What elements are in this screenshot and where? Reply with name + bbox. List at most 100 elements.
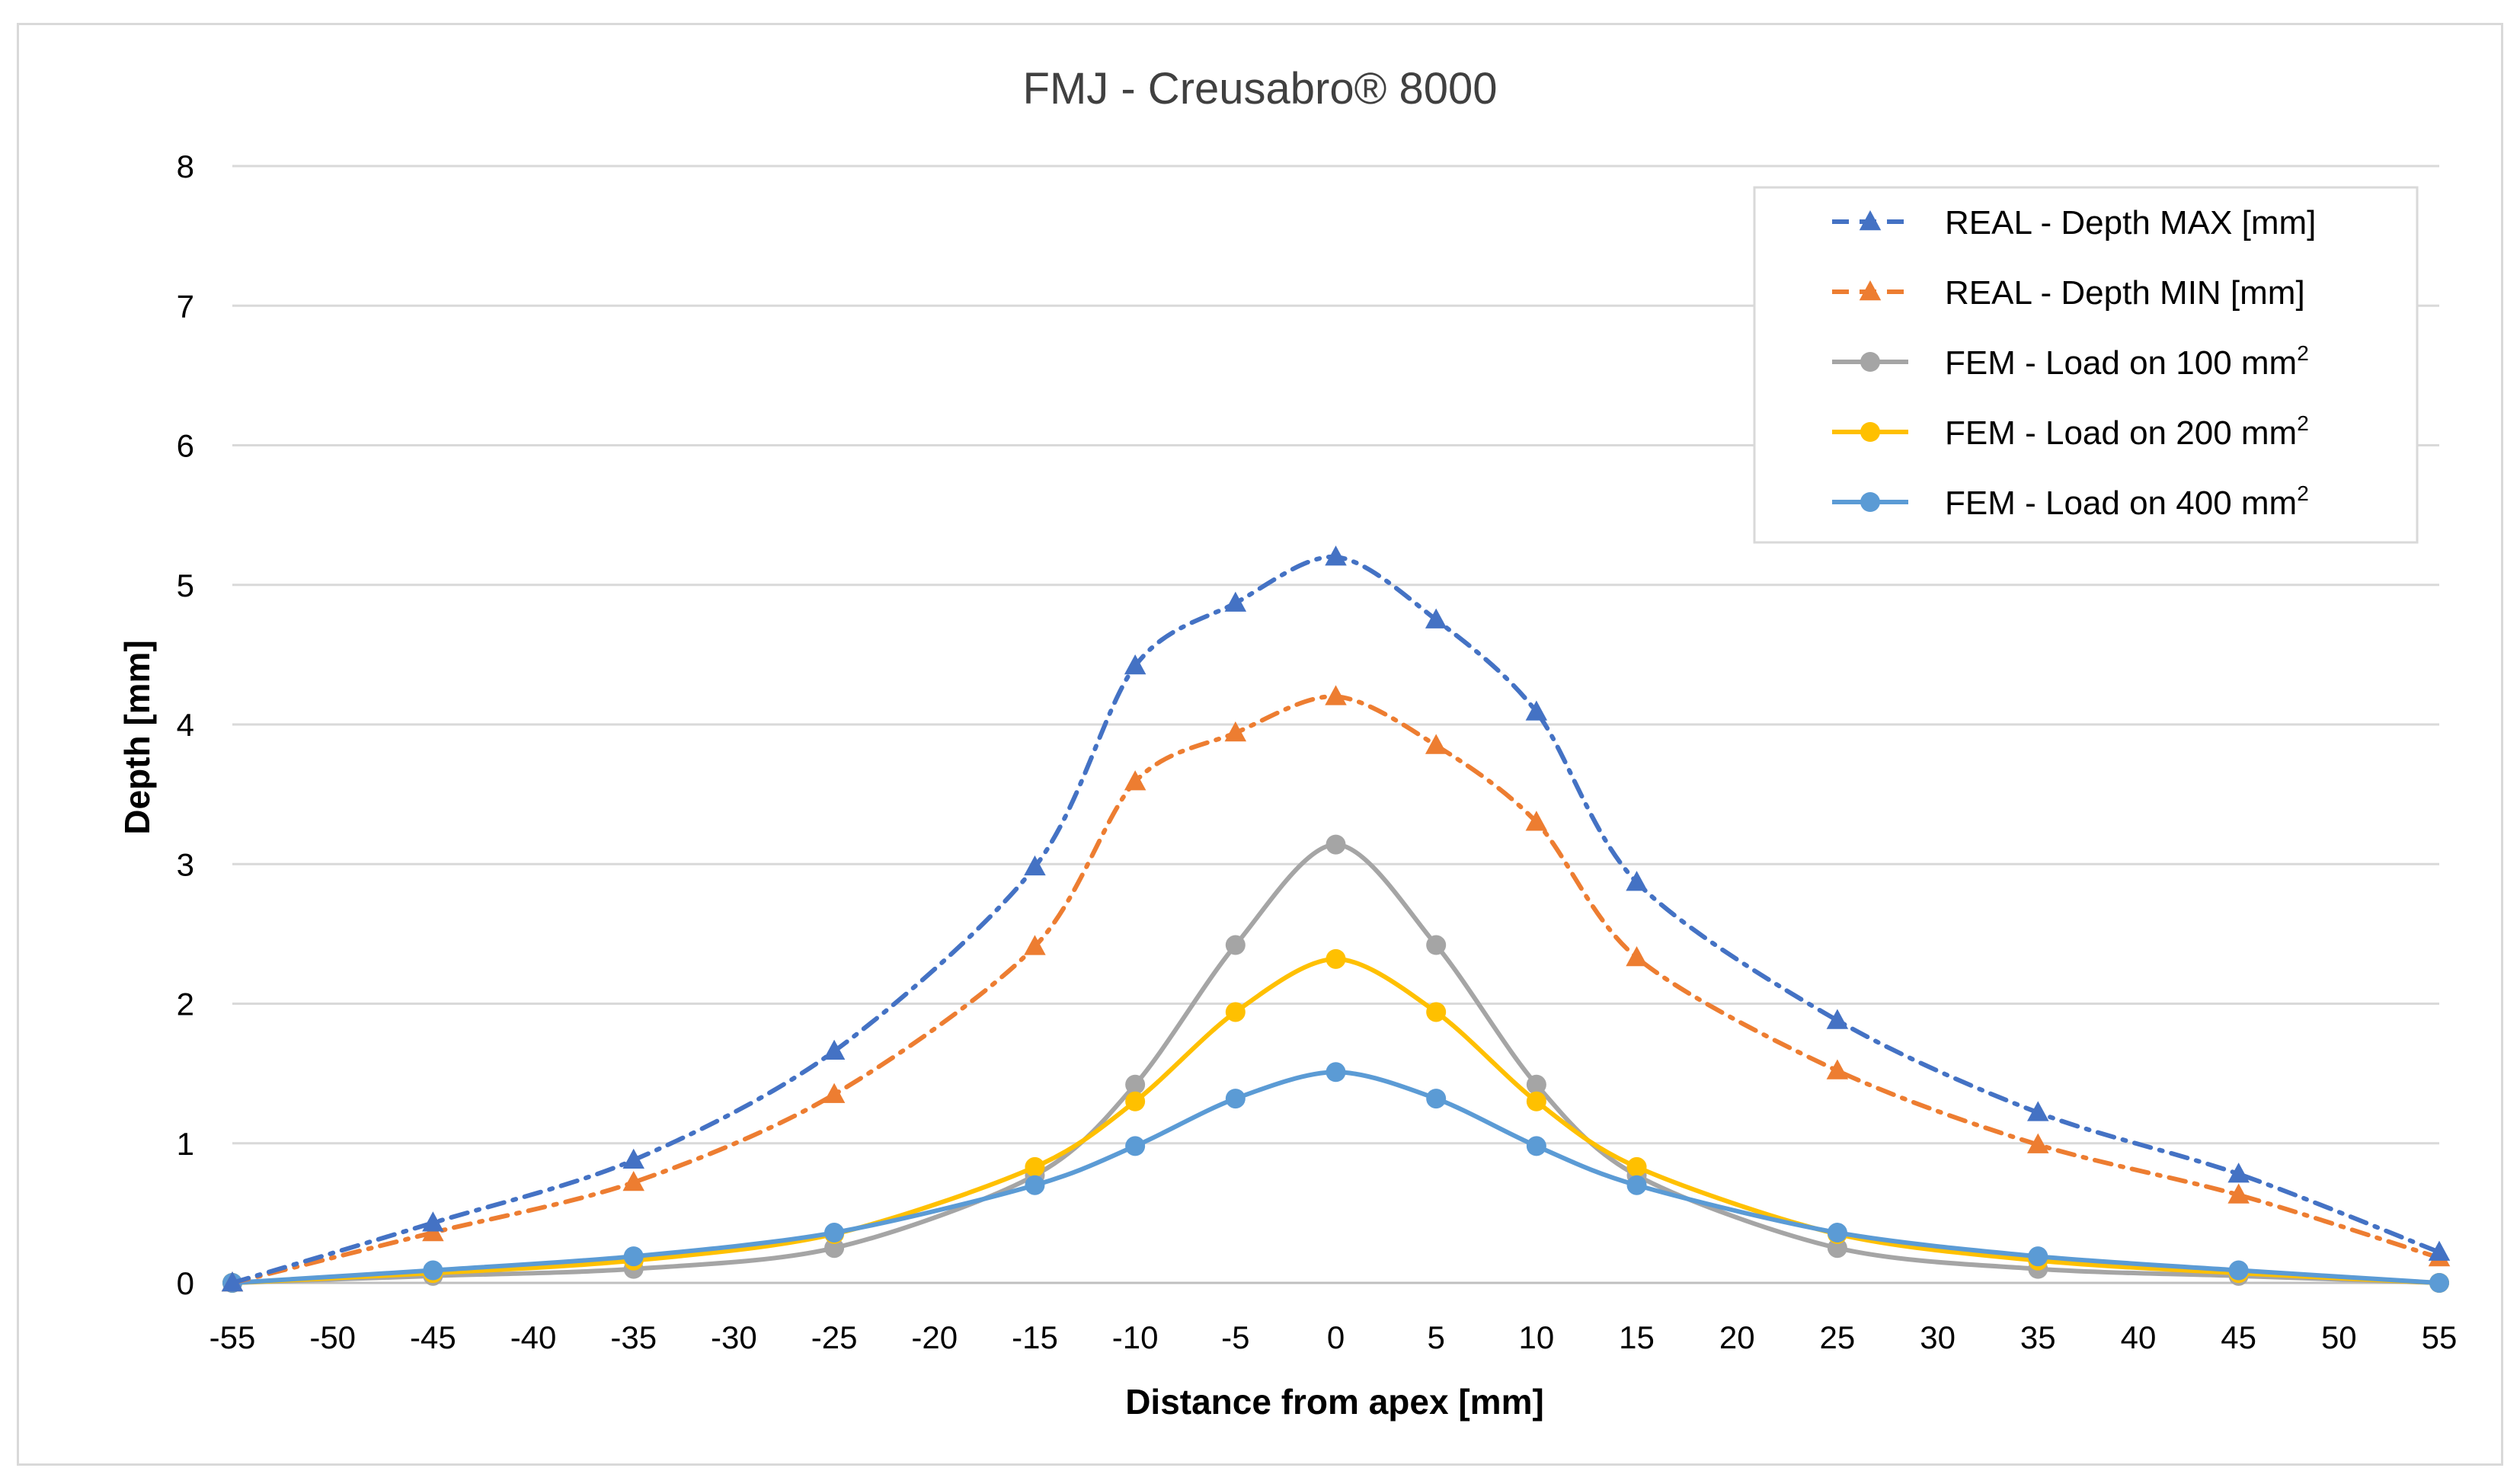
data-point-marker — [1124, 654, 1146, 675]
series-4 — [222, 948, 2449, 1293]
legend-items: REAL - Depth MAX [mm] REAL - Depth MIN [m… — [1832, 204, 2316, 522]
y-axis-ticks: 0 1 2 3 4 5 6 7 8 — [177, 149, 194, 1301]
series-line — [230, 1070, 2442, 1285]
x-tick-label: -25 — [811, 1319, 858, 1355]
data-point-marker — [1826, 1059, 1849, 1079]
y-tick-label: 4 — [177, 707, 194, 743]
data-point-marker — [1526, 1091, 1546, 1111]
legend-marker — [1860, 352, 1880, 372]
data-point-marker — [1626, 1156, 1647, 1177]
x-tick-label: 40 — [2121, 1319, 2157, 1355]
data-point-marker — [1125, 1136, 1146, 1156]
x-axis-title: Distance from apex [mm] — [1125, 1382, 1544, 1422]
data-point-marker — [1826, 1009, 1849, 1029]
x-tick-label: 35 — [2020, 1319, 2056, 1355]
x-tick-label: -20 — [911, 1319, 958, 1355]
data-point-marker — [823, 1083, 846, 1103]
data-point-marker — [1626, 946, 1648, 967]
data-point-marker — [1425, 734, 1447, 754]
data-point-marker — [423, 1260, 443, 1281]
x-tick-label: 15 — [1619, 1319, 1655, 1355]
series-line — [230, 694, 2442, 1285]
data-point-marker — [1827, 1238, 1847, 1259]
legend-item: REAL - Depth MIN [mm] — [1832, 274, 2305, 312]
data-point-marker — [1426, 1089, 1447, 1109]
data-point-marker — [1326, 948, 1346, 969]
data-point-marker — [1425, 608, 1447, 628]
x-tick-label: 25 — [1820, 1319, 1856, 1355]
legend-marker — [1860, 422, 1880, 442]
legend-label-text: FEM - Load on 100 mm — [1945, 344, 2297, 382]
data-point-marker — [1024, 855, 1046, 876]
data-point-marker — [1326, 1062, 1346, 1083]
legend-label-text: FEM - Load on 400 mm — [1945, 485, 2297, 522]
x-tick-label: 50 — [2321, 1319, 2357, 1355]
chart-title: FMJ - Creusabro® 8000 — [1023, 64, 1498, 114]
data-point-marker — [1125, 1074, 1146, 1095]
x-tick-label: -40 — [510, 1319, 557, 1355]
x-tick-label: -50 — [309, 1319, 356, 1355]
data-point-marker — [1025, 1175, 1045, 1195]
series-1 — [221, 545, 2451, 1292]
legend-item: FEM - Load on 400 mm2 — [1832, 481, 2309, 522]
x-tick-label: -5 — [1221, 1319, 1249, 1355]
data-point-marker — [823, 1039, 846, 1060]
x-tick-label: 45 — [2221, 1319, 2256, 1355]
data-point-marker — [1526, 1136, 1546, 1156]
legend-label: FEM - Load on 400 mm2 — [1945, 481, 2309, 522]
legend-label: FEM - Load on 200 mm2 — [1945, 411, 2309, 452]
data-point-marker — [2027, 1101, 2049, 1121]
x-tick-label: -55 — [209, 1319, 256, 1355]
data-point-marker — [1326, 834, 1346, 855]
legend-item: FEM - Load on 200 mm2 — [1832, 411, 2309, 452]
x-tick-label: 10 — [1519, 1319, 1555, 1355]
legend-label-text: REAL - Depth MIN [mm] — [1945, 274, 2305, 312]
x-tick-label: 0 — [1327, 1319, 1345, 1355]
data-point-marker — [1224, 591, 1247, 612]
legend-label: REAL - Depth MAX [mm] — [1945, 204, 2316, 241]
legend-item: REAL - Depth MAX [mm] — [1832, 204, 2316, 241]
y-tick-label: 3 — [177, 846, 194, 882]
x-tick-label: -35 — [610, 1319, 657, 1355]
series-line — [230, 555, 2442, 1285]
series-line — [230, 956, 2442, 1285]
data-point-marker — [1626, 1175, 1647, 1195]
x-tick-label: -30 — [711, 1319, 757, 1355]
data-point-marker — [1525, 811, 1548, 831]
legend-label-superscript: 2 — [2297, 411, 2309, 435]
data-point-marker — [1525, 700, 1548, 721]
data-point-marker — [622, 1171, 644, 1191]
data-point-marker — [824, 1223, 845, 1243]
series-2 — [221, 685, 2451, 1292]
data-point-marker — [1426, 1002, 1447, 1022]
series-layer — [221, 545, 2451, 1293]
legend[interactable]: REAL - Depth MAX [mm] REAL - Depth MIN [m… — [1753, 186, 2419, 544]
data-point-marker — [221, 1271, 244, 1292]
y-tick-label: 8 — [177, 149, 194, 184]
legend-label-text: FEM - Load on 200 mm — [1945, 414, 2297, 452]
legend-marker — [1859, 210, 1882, 231]
data-point-marker — [1124, 770, 1146, 791]
legend-label-text: REAL - Depth MAX [mm] — [1945, 204, 2316, 241]
legend-label: FEM - Load on 100 mm2 — [1945, 341, 2309, 382]
data-point-marker — [2227, 1183, 2250, 1204]
y-axis-title: Depth [mm] — [117, 640, 157, 835]
y-tick-label: 2 — [177, 987, 194, 1022]
data-point-marker — [422, 1211, 444, 1232]
x-tick-label: -15 — [1012, 1319, 1058, 1355]
data-point-marker — [2028, 1246, 2048, 1267]
x-tick-label: -45 — [410, 1319, 456, 1355]
data-point-marker — [1526, 1074, 1546, 1095]
y-tick-label: 1 — [177, 1126, 194, 1162]
data-point-marker — [2027, 1133, 2049, 1153]
x-tick-label: 20 — [1719, 1319, 1755, 1355]
data-point-marker — [1125, 1091, 1146, 1111]
y-tick-label: 7 — [177, 288, 194, 324]
x-tick-label: 55 — [2422, 1319, 2458, 1355]
x-axis-ticks: -55 -50 -45 -40 -35 -30 -25 -20 -15 -10 -5 0 5 10 15 20… — [209, 1319, 2458, 1355]
y-tick-label: 0 — [177, 1265, 194, 1301]
data-point-marker — [2428, 1240, 2451, 1261]
data-point-marker — [1626, 871, 1648, 891]
x-tick-label: -10 — [1112, 1319, 1159, 1355]
